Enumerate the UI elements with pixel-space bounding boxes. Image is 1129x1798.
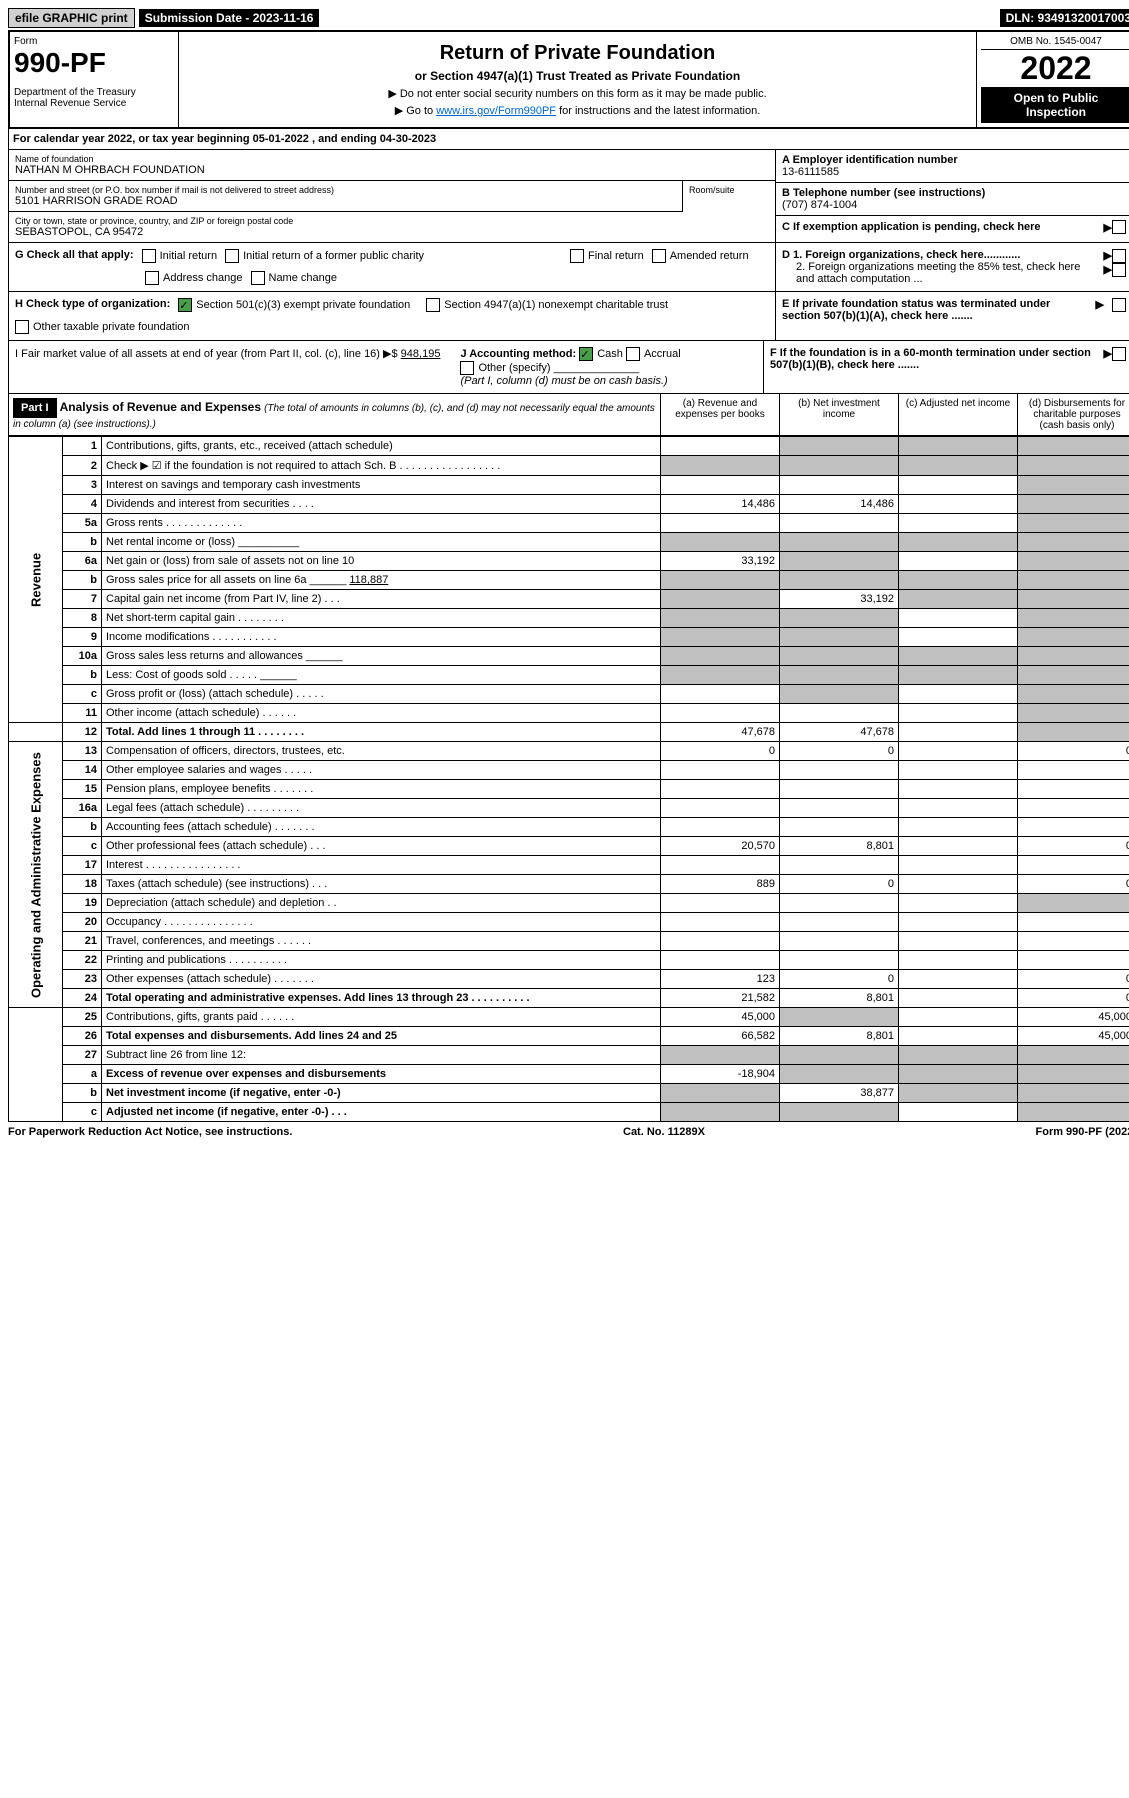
name-label: Name of foundation <box>15 154 769 164</box>
g6: Name change <box>269 272 338 284</box>
e-checkbox[interactable] <box>1112 298 1126 312</box>
g3: Final return <box>588 250 644 262</box>
arrow-icon: ▶ <box>1104 264 1112 276</box>
revenue-side: Revenue <box>9 437 63 723</box>
g5: Address change <box>163 272 243 284</box>
col-c: (c) Adjusted net income <box>898 394 1017 435</box>
h2: Section 4947(a)(1) nonexempt charitable … <box>444 299 668 311</box>
g2: Initial return of a former public charit… <box>243 250 424 262</box>
ein-label: A Employer identification number <box>782 154 1129 166</box>
j2-checkbox[interactable] <box>626 347 640 361</box>
omb: OMB No. 1545-0047 <box>981 36 1129 50</box>
calendar-year: For calendar year 2022, or tax year begi… <box>8 129 1129 150</box>
j2: Accrual <box>644 348 681 360</box>
h3: Other taxable private foundation <box>33 321 190 333</box>
open-public: Open to Public Inspection <box>981 87 1129 123</box>
irs-link[interactable]: www.irs.gov/Form990PF <box>436 105 556 117</box>
i-label: I Fair market value of all assets at end… <box>15 348 398 360</box>
city: SEBASTOPOL, CA 95472 <box>15 226 769 238</box>
foundation-name: NATHAN M OHRBACH FOUNDATION <box>15 164 769 176</box>
d2-checkbox[interactable] <box>1112 263 1126 277</box>
c-label: C If exemption application is pending, c… <box>782 221 1104 233</box>
c-checkbox[interactable] <box>1112 220 1126 234</box>
h-label: H Check type of organization: <box>15 298 170 310</box>
phone-label: B Telephone number (see instructions) <box>782 187 1129 199</box>
arrow-icon: ▶ <box>1104 250 1112 262</box>
g4: Amended return <box>670 250 749 262</box>
dln: DLN: 93491320017003 <box>1000 9 1129 27</box>
h3-checkbox[interactable] <box>15 320 29 334</box>
j3-checkbox[interactable] <box>460 361 474 375</box>
note3: for instructions and the latest informat… <box>556 105 760 117</box>
g2-checkbox[interactable] <box>225 249 239 263</box>
tax-year: 2022 <box>981 50 1129 87</box>
ein: 13-6111585 <box>782 166 1129 178</box>
g1-checkbox[interactable] <box>142 249 156 263</box>
subtitle: or Section 4947(a)(1) Trust Treated as P… <box>185 69 970 83</box>
efile-button[interactable]: efile GRAPHIC print <box>8 8 135 28</box>
page-title: Return of Private Foundation <box>185 42 970 65</box>
g6-checkbox[interactable] <box>251 271 265 285</box>
j3: Other (specify) <box>478 362 550 374</box>
part1-label: Part I <box>13 398 57 418</box>
part1-title: Analysis of Revenue and Expenses <box>60 400 261 414</box>
arrow-icon: ▶ <box>1104 347 1112 387</box>
dept: Department of the Treasury Internal Reve… <box>14 87 174 109</box>
city-label: City or town, state or province, country… <box>15 216 769 226</box>
h2-checkbox[interactable] <box>426 298 440 312</box>
expenses-side: Operating and Administrative Expenses <box>9 742 63 1008</box>
i-value: 948,195 <box>401 348 441 360</box>
j1: Cash <box>597 348 623 360</box>
j1-checkbox[interactable]: ✓ <box>579 347 593 361</box>
note2: ▶ Go to <box>395 105 436 117</box>
j-label: J Accounting method: <box>460 348 576 360</box>
col-b: (b) Net investment income <box>779 394 898 435</box>
g-label: G Check all that apply: <box>15 249 134 261</box>
note1: ▶ Do not enter social security numbers o… <box>185 87 970 100</box>
f-label: F If the foundation is in a 60-month ter… <box>770 347 1104 387</box>
e-label: E If private foundation status was termi… <box>782 298 1088 322</box>
h1-checkbox[interactable]: ✓ <box>178 298 192 312</box>
form-number: 990-PF <box>14 47 174 79</box>
address: 5101 HARRISON GRADE ROAD <box>15 195 676 207</box>
g5-checkbox[interactable] <box>145 271 159 285</box>
footer-mid: Cat. No. 11289X <box>623 1126 705 1138</box>
col-d: (d) Disbursements for charitable purpose… <box>1017 394 1129 435</box>
d1: D 1. Foreign organizations, check here..… <box>782 249 1020 261</box>
footer-right: Form 990-PF (2022) <box>1036 1126 1129 1138</box>
room-label: Room/suite <box>689 185 769 195</box>
phone: (707) 874-1004 <box>782 199 1129 211</box>
g3-checkbox[interactable] <box>570 249 584 263</box>
arrow-icon: ▶ <box>1104 221 1112 234</box>
submission-date: Submission Date - 2023-11-16 <box>139 9 320 27</box>
d1-checkbox[interactable] <box>1112 249 1126 263</box>
addr-label: Number and street (or P.O. box number if… <box>15 185 676 195</box>
f-checkbox[interactable] <box>1112 347 1126 361</box>
g4-checkbox[interactable] <box>652 249 666 263</box>
h1: Section 501(c)(3) exempt private foundat… <box>196 299 410 311</box>
main-table: Revenue 1Contributions, gifts, grants, e… <box>8 436 1129 1122</box>
form-label: Form <box>14 36 174 47</box>
g1: Initial return <box>160 250 217 262</box>
j-note: (Part I, column (d) must be on cash basi… <box>460 375 667 387</box>
d2: 2. Foreign organizations meeting the 85%… <box>796 261 1096 285</box>
footer-left: For Paperwork Reduction Act Notice, see … <box>8 1126 292 1138</box>
col-a: (a) Revenue and expenses per books <box>660 394 779 435</box>
arrow-icon: ▶ <box>1096 298 1104 311</box>
